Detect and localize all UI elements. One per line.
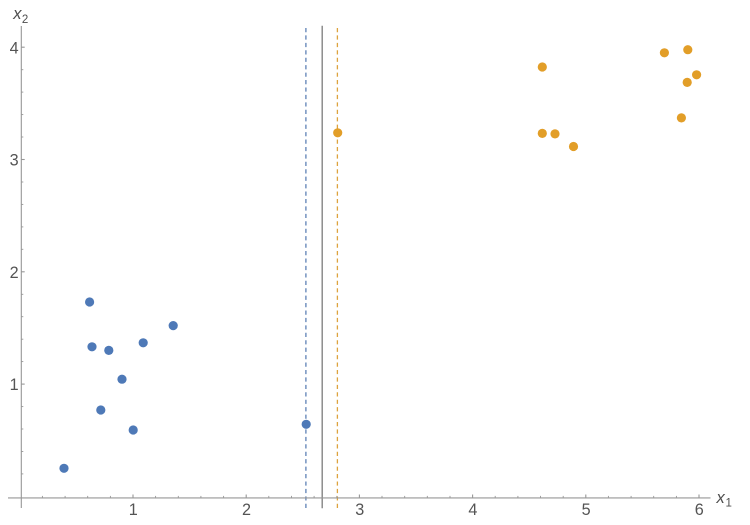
svg-text:6: 6 — [695, 501, 704, 519]
svg-text:5: 5 — [582, 501, 591, 519]
svg-text:2: 2 — [10, 264, 19, 282]
svg-text:4: 4 — [10, 39, 19, 57]
svg-text:3: 3 — [10, 152, 19, 170]
svg-text:1: 1 — [10, 376, 19, 394]
svg-text:3: 3 — [355, 501, 364, 519]
svg-text:2: 2 — [22, 14, 28, 26]
svg-text:x: x — [716, 489, 726, 507]
svg-text:1: 1 — [726, 497, 732, 509]
svg-text:x: x — [12, 5, 22, 23]
svg-text:4: 4 — [468, 501, 477, 519]
svg-text:1: 1 — [129, 501, 138, 519]
svg-text:2: 2 — [242, 501, 251, 519]
